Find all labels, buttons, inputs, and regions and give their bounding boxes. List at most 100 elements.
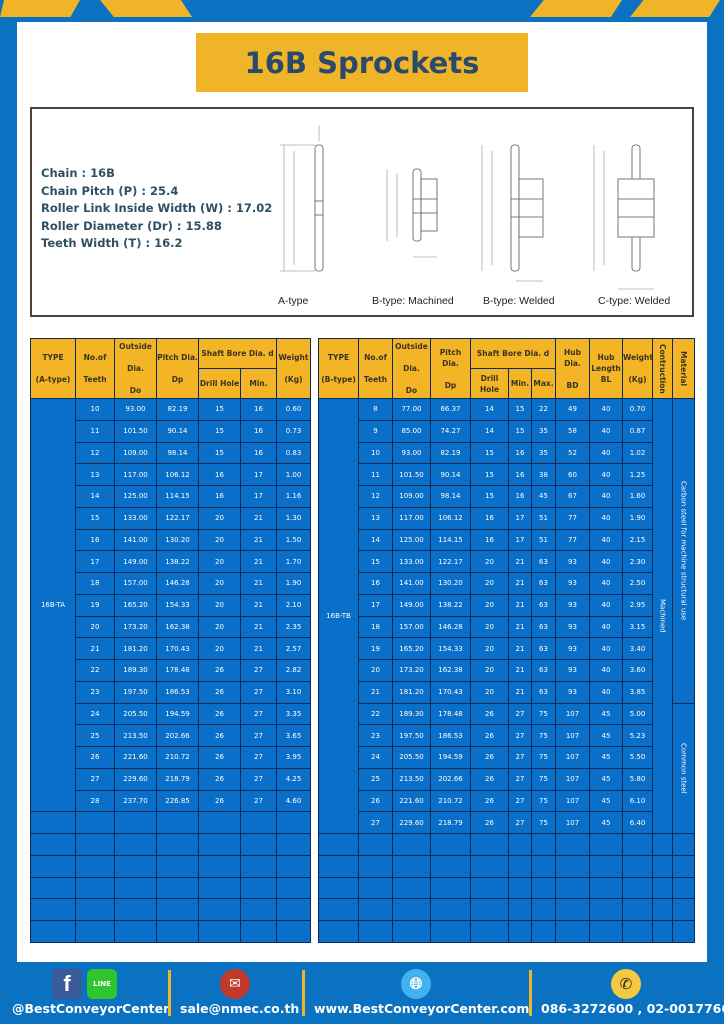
cell-drill-hole: 20 (198, 550, 241, 573)
decor-stripe (630, 0, 720, 17)
cell-outside-dia: 77.00 (392, 398, 431, 421)
cell-pitch-dia: 106.12 (156, 463, 199, 486)
empty-cell (114, 920, 157, 943)
social-handle[interactable]: @BestConveyorCenter (12, 1001, 170, 1016)
empty-cell (622, 898, 653, 921)
cell-drill-hole: 14 (470, 398, 509, 421)
decor-stripe (0, 0, 80, 17)
globe-icon[interactable]: 🌐︎ (401, 969, 431, 999)
cell-pitch-dia: 82.19 (156, 398, 199, 421)
cell-hub-dia: 93 (555, 680, 590, 704)
cell-drill-hole: 26 (198, 680, 241, 704)
cell-hub-dia: 60 (555, 463, 590, 486)
table-row: 23 197.50 186.53 26 27 75 107 45 5.23 (319, 724, 695, 747)
cell-teeth: 14 (75, 485, 115, 508)
mail-icon[interactable]: ✉ (220, 969, 250, 999)
cell-outside-dia: 141.00 (392, 572, 431, 595)
cell-weight: 0.83 (276, 441, 311, 465)
cell-outside-dia: 221.60 (392, 789, 431, 813)
cell-max-bore: 75 (531, 811, 556, 834)
cell-max-bore: 75 (531, 724, 556, 747)
cell-weight: 2.82 (276, 659, 311, 682)
cell-min-bore: 21 (240, 572, 277, 595)
table-row: 14 125.00 114.15 16 17 1.16 (31, 485, 311, 508)
cell-pitch-dia: 66.37 (430, 398, 471, 421)
empty-cell (531, 876, 556, 900)
cell-pitch-dia: 154.33 (156, 593, 199, 617)
cell-teeth: 14 (358, 528, 393, 552)
cell-drill-hole: 20 (198, 528, 241, 552)
table-row: 12 109.00 98.14 15 16 45 67 40 1.60 (319, 485, 695, 508)
table-row: 16B-TA 10 93.00 82.19 15 16 0.60 (30, 397, 311, 813)
cell-min-bore: 27 (508, 746, 532, 769)
cell-teeth: 22 (75, 659, 115, 682)
cell-min-bore: 27 (508, 724, 532, 747)
cell-pitch-dia: 74.27 (430, 419, 471, 443)
empty-cell (470, 876, 509, 900)
website-link[interactable]: www.BestConveyorCenter.com (314, 1001, 530, 1016)
phone-numbers[interactable]: 086-3272600 , 02-0017766 (541, 1001, 724, 1016)
empty-cell (672, 854, 695, 878)
cell-outside-dia: 133.00 (114, 506, 157, 530)
empty-cell (531, 898, 556, 921)
cell-drill-hole: 20 (470, 550, 509, 573)
empty-cell (30, 876, 76, 900)
empty-cell (198, 876, 241, 900)
cell-hub-dia: 107 (555, 811, 590, 834)
cell-pitch-dia: 146.28 (430, 615, 471, 639)
cell-hub-length: 40 (589, 485, 623, 508)
cell-teeth: 19 (358, 637, 393, 660)
email-link[interactable]: sale@nmec.co.th (180, 1001, 300, 1016)
cell-teeth: 17 (358, 593, 393, 617)
type-cell: 16B-TB (318, 398, 359, 834)
cell-outside-dia: 229.60 (392, 811, 431, 834)
facebook-icon[interactable]: f (52, 969, 82, 999)
table-row: 20 173.20 162.38 20 21 63 93 40 3.60 (319, 659, 695, 682)
empty-cell (470, 920, 509, 943)
table-row: 28 237.70 226.85 26 27 4.60 (31, 789, 311, 813)
cell-weight: 2.50 (622, 572, 653, 595)
divider (529, 970, 532, 1016)
cell-outside-dia: 197.50 (114, 680, 157, 704)
cell-teeth: 10 (75, 398, 115, 421)
cell-outside-dia: 213.50 (392, 767, 431, 791)
cell-max-bore: 75 (531, 789, 556, 813)
cell-outside-dia: 205.50 (392, 746, 431, 769)
cell-min-bore: 21 (508, 550, 532, 573)
cell-drill-hole: 20 (198, 593, 241, 617)
empty-cell (75, 876, 115, 900)
cell-drill-hole: 26 (198, 767, 241, 791)
cell-hub-dia: 93 (555, 615, 590, 639)
empty-cell (30, 811, 76, 834)
phone-icon[interactable]: ✆ (611, 969, 641, 999)
cell-drill-hole: 20 (198, 615, 241, 639)
cell-hub-dia: 67 (555, 485, 590, 508)
material-cell: Carbon steel for machine structural use (672, 398, 695, 704)
table-row: 21 181.20 170.43 20 21 63 93 40 3.85 (319, 680, 695, 704)
table-row: 22 189.30 178.48 26 27 2.82 (31, 659, 311, 682)
b-type-welded-drawing (481, 144, 544, 282)
empty-cell (358, 854, 393, 878)
cell-drill-hole: 16 (198, 485, 241, 508)
cell-pitch-dia: 130.20 (430, 572, 471, 595)
cell-teeth: 18 (75, 572, 115, 595)
cell-weight: 1.02 (622, 441, 653, 465)
empty-cell (318, 854, 359, 878)
cell-outside-dia: 237.70 (114, 789, 157, 813)
cell-outside-dia: 149.00 (114, 550, 157, 573)
cell-drill-hole: 26 (470, 724, 509, 747)
header-max: Max. (531, 368, 556, 399)
empty-cell (30, 833, 76, 856)
header-pitch-dia: Pitch Dia. Dp (430, 338, 471, 399)
cell-drill-hole: 15 (198, 441, 241, 465)
empty-cell (114, 811, 157, 834)
cell-teeth: 20 (358, 659, 393, 682)
cell-min-bore: 21 (240, 528, 277, 552)
empty-cell (75, 811, 115, 834)
cell-weight: 3.65 (276, 724, 311, 747)
cell-drill-hole: 16 (198, 463, 241, 486)
empty-cell (555, 898, 590, 921)
table-row: 27 229.60 218.79 26 27 4.25 (31, 767, 311, 791)
line-icon[interactable]: LINE (87, 969, 117, 999)
cell-hub-dia: 93 (555, 637, 590, 660)
